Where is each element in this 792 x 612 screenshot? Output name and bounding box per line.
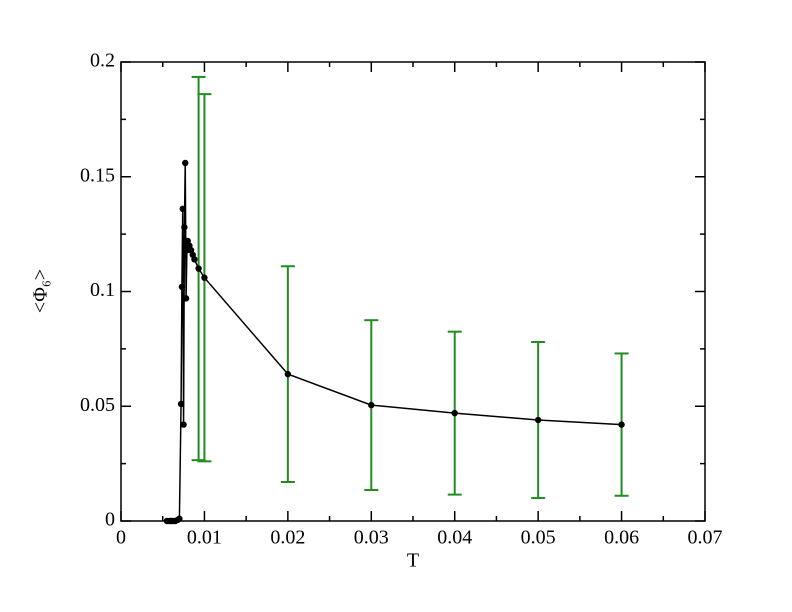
- data-point: [201, 274, 208, 281]
- data-point: [180, 421, 187, 428]
- y-tick-label: 0.15: [80, 164, 115, 186]
- data-point: [176, 515, 183, 522]
- x-tick-label: 0.04: [437, 527, 472, 549]
- x-axis-label: T: [407, 550, 419, 572]
- y-tick-label: 0.1: [90, 279, 115, 301]
- data-line: [166, 162, 622, 522]
- data-point: [534, 416, 542, 424]
- y-tick-label: 0: [105, 509, 115, 531]
- x-tick-label: 0.05: [521, 527, 556, 549]
- y-tick-label: 0.2: [90, 50, 115, 72]
- x-tick-label: 0: [116, 527, 126, 549]
- data-point: [368, 401, 375, 409]
- x-tick-label: 0.02: [270, 527, 305, 549]
- y-axis-label: <Φ₆>: [30, 269, 52, 313]
- data-point: [191, 256, 198, 263]
- data-point: [177, 400, 185, 408]
- y-tick-label: 0.05: [80, 394, 115, 416]
- x-tick-label: 0.06: [604, 527, 639, 549]
- x-tick-label: 0.01: [187, 527, 222, 549]
- data-point: [451, 409, 458, 417]
- x-tick-label: 0.03: [354, 527, 389, 549]
- x-tick-label: 0.07: [688, 527, 723, 549]
- data-point: [182, 159, 189, 167]
- data-point: [178, 283, 186, 291]
- data-point: [284, 370, 292, 378]
- data-point: [179, 205, 186, 213]
- data-point: [195, 265, 202, 272]
- plot-frame: [120, 61, 706, 522]
- data-point: [182, 295, 190, 302]
- data-point: [618, 421, 625, 428]
- data-point: [181, 224, 188, 231]
